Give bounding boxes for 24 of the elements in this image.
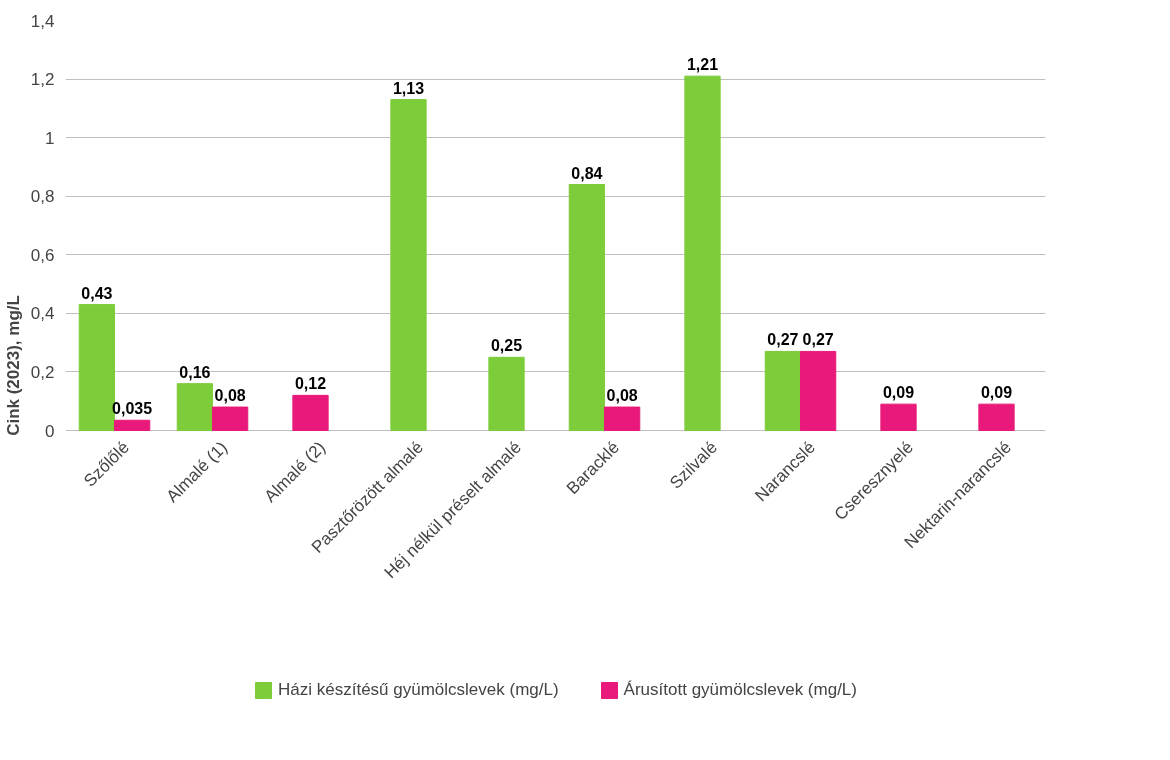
y-tick-label: 0 xyxy=(45,421,55,441)
data-label: 0,16 xyxy=(179,363,211,381)
data-label: 0,27 xyxy=(802,331,834,349)
legend-label: Házi készítésű gyümölcslevek (mg/L) xyxy=(278,680,559,700)
y-tick-label: 0,4 xyxy=(30,304,55,324)
data-label: 0,43 xyxy=(81,284,113,302)
y-tick-label: 1,2 xyxy=(30,70,55,90)
y-tick-label: 0,2 xyxy=(30,362,55,382)
legend-label: Árusított gyümölcslevek (mg/L) xyxy=(623,680,857,700)
y-tick-label: 0,8 xyxy=(30,187,55,207)
data-label: 1,13 xyxy=(392,79,425,97)
data-label: 0,84 xyxy=(571,164,603,182)
y-tick-label: 1 xyxy=(45,128,55,148)
data-label: 0,08 xyxy=(606,387,638,405)
data-label: 0,08 xyxy=(214,387,246,405)
data-label: 1,21 xyxy=(686,56,719,74)
data-label: 0,27 xyxy=(767,331,799,349)
y-axis-title: Cink (2023), mg/L xyxy=(3,295,23,436)
y-tick-label: 0,6 xyxy=(30,245,55,265)
y-tick-label: 1,4 xyxy=(30,11,55,31)
data-label: 0,12 xyxy=(294,375,327,393)
data-label: 0,09 xyxy=(980,384,1013,402)
data-label: 0,25 xyxy=(490,337,523,355)
data-label: 0,09 xyxy=(882,384,915,402)
